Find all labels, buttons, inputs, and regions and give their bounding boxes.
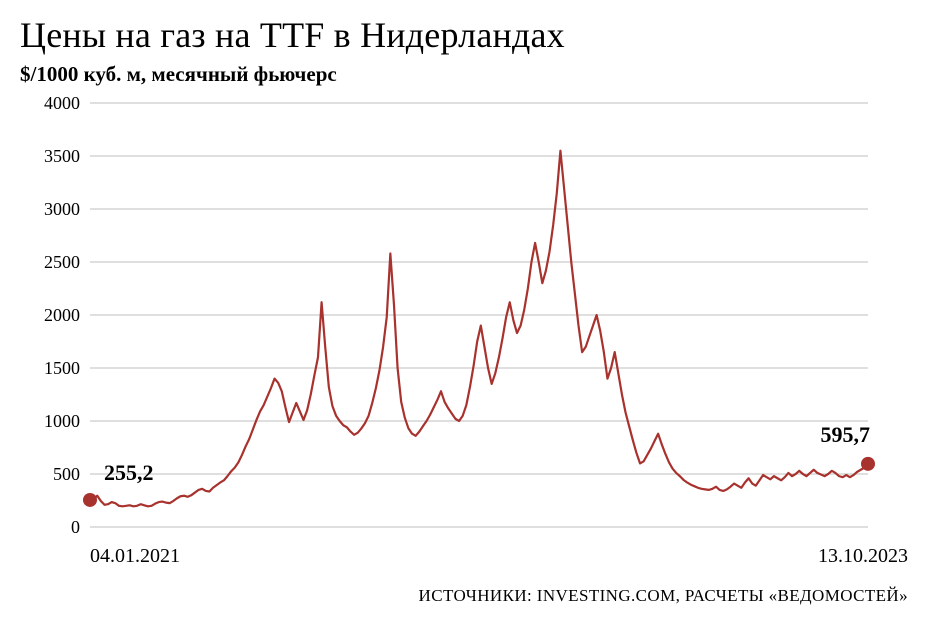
svg-text:2500: 2500	[44, 252, 80, 272]
x-axis-end-label: 13.10.2023	[818, 545, 908, 568]
source-attribution: ИСТОЧНИКИ: INVESTING.COM, РАСЧЕТЫ «ВЕДОМ…	[20, 586, 918, 606]
svg-text:3500: 3500	[44, 146, 80, 166]
chart-title: Цены на газ на TTF в Нидерландах	[20, 14, 918, 56]
svg-text:0: 0	[71, 517, 80, 537]
x-axis-labels: 04.01.2021 13.10.2023	[20, 545, 918, 568]
svg-text:1000: 1000	[44, 411, 80, 431]
x-axis-start-label: 04.01.2021	[90, 545, 180, 568]
svg-text:4000: 4000	[44, 97, 80, 113]
chart-container: Цены на газ на TTF в Нидерландах $/1000 …	[0, 0, 938, 628]
plot-area: 0 500 1000 1500 2000 2500 3000 3500 4000 255,2 595…	[20, 97, 918, 537]
svg-text:3000: 3000	[44, 199, 80, 219]
svg-text:255,2: 255,2	[104, 460, 154, 485]
chart-subtitle: $/1000 куб. м, месячный фьючерс	[20, 62, 918, 87]
line-chart-svg: 0 500 1000 1500 2000 2500 3000 3500 4000 255,2 595…	[20, 97, 918, 537]
svg-text:500: 500	[53, 464, 80, 484]
svg-text:2000: 2000	[44, 305, 80, 325]
svg-text:1500: 1500	[44, 358, 80, 378]
svg-text:595,7: 595,7	[821, 422, 871, 447]
